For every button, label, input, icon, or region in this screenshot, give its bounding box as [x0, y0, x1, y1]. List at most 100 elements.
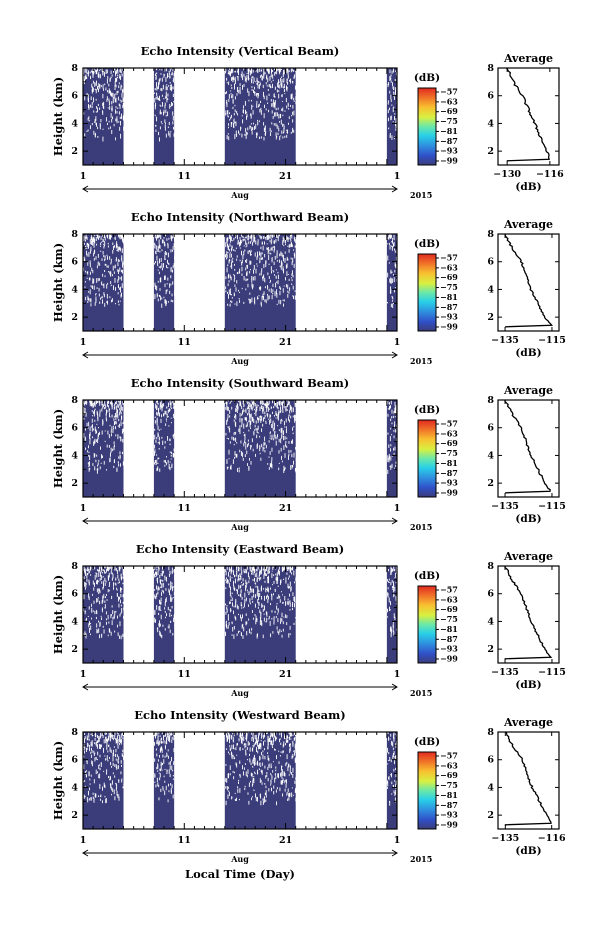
missing-value-speck	[246, 747, 248, 750]
missing-value-speck	[119, 635, 121, 639]
missing-value-speck	[96, 401, 98, 404]
missing-value-speck	[276, 801, 277, 806]
missing-value-speck	[257, 416, 259, 420]
missing-value-speck	[253, 240, 255, 243]
missing-value-speck	[159, 288, 161, 291]
missing-value-speck	[271, 423, 273, 429]
missing-value-speck	[388, 578, 390, 581]
missing-value-speck	[291, 261, 293, 266]
missing-value-speck	[83, 633, 85, 636]
missing-value-speck	[109, 454, 111, 457]
missing-value-speck	[256, 77, 258, 82]
missing-value-speck	[99, 412, 101, 417]
missing-value-speck	[94, 302, 96, 306]
missing-value-speck	[164, 127, 166, 131]
missing-value-speck	[292, 127, 294, 133]
missing-value-speck	[283, 578, 285, 581]
missing-value-speck	[98, 88, 99, 93]
missing-value-speck	[266, 401, 268, 404]
missing-value-speck	[256, 132, 258, 136]
missing-value-speck	[99, 87, 101, 89]
missing-value-speck	[161, 77, 163, 82]
missing-value-speck	[160, 265, 162, 269]
missing-value-speck	[260, 739, 262, 742]
missing-value-speck	[251, 438, 253, 443]
missing-value-speck	[270, 234, 272, 237]
missing-value-speck	[251, 297, 253, 303]
missing-value-speck	[287, 798, 289, 801]
missing-value-speck	[234, 456, 236, 459]
missing-value-speck	[258, 93, 259, 97]
missing-value-speck	[103, 283, 105, 289]
missing-value-speck	[94, 419, 96, 422]
missing-value-speck	[107, 750, 109, 753]
missing-value-speck	[93, 442, 95, 446]
missing-value-speck	[237, 566, 239, 569]
missing-value-speck	[260, 415, 262, 418]
missing-value-speck	[257, 577, 259, 579]
missing-value-speck	[238, 467, 240, 470]
missing-value-speck	[272, 761, 274, 763]
missing-value-speck	[252, 600, 254, 603]
missing-value-speck	[390, 444, 392, 447]
missing-value-speck	[169, 76, 171, 79]
missing-value-speck	[294, 419, 296, 421]
missing-value-speck	[246, 115, 247, 120]
missing-value-speck	[255, 268, 257, 274]
missing-value-speck	[284, 258, 286, 263]
missing-value-speck	[102, 84, 104, 89]
missing-value-speck	[276, 69, 278, 71]
missing-value-speck	[283, 268, 284, 274]
missing-value-speck	[292, 773, 294, 778]
missing-value-speck	[112, 734, 114, 737]
year-label: 2015	[410, 190, 432, 200]
missing-value-speck	[388, 127, 390, 130]
missing-value-speck	[287, 788, 289, 793]
missing-value-speck	[237, 409, 239, 412]
missing-value-speck	[230, 401, 232, 403]
missing-value-speck	[234, 587, 236, 591]
missing-value-speck	[155, 748, 157, 751]
missing-value-speck	[237, 240, 239, 244]
missing-value-speck	[115, 106, 117, 109]
missing-value-speck	[93, 285, 95, 290]
x-tick-label: 11	[178, 337, 191, 348]
missing-value-speck	[249, 236, 251, 239]
missing-value-speck	[393, 273, 394, 276]
missing-value-speck	[279, 253, 281, 257]
missing-value-speck	[233, 732, 235, 737]
missing-value-speck	[171, 236, 173, 242]
missing-value-speck	[256, 93, 258, 96]
missing-value-speck	[115, 782, 117, 784]
missing-value-speck	[390, 286, 391, 290]
missing-value-speck	[267, 403, 269, 408]
missing-value-speck	[224, 70, 226, 74]
missing-value-speck	[239, 774, 241, 778]
x-tick-label: 1	[394, 337, 401, 348]
missing-value-speck	[111, 109, 113, 112]
missing-value-speck	[293, 295, 295, 300]
missing-value-speck	[117, 759, 119, 763]
missing-value-speck	[122, 566, 124, 570]
missing-value-speck	[237, 568, 239, 571]
panel-title: Echo Intensity (Westward Beam)	[134, 708, 345, 722]
missing-value-speck	[289, 404, 291, 410]
missing-value-speck	[231, 733, 233, 735]
missing-value-speck	[170, 454, 172, 457]
missing-value-speck	[234, 109, 236, 113]
missing-value-speck	[88, 581, 90, 586]
missing-value-speck	[238, 297, 240, 300]
missing-value-speck	[274, 95, 276, 98]
missing-value-speck	[274, 610, 276, 614]
missing-value-speck	[286, 403, 288, 408]
missing-value-speck	[268, 788, 270, 792]
missing-value-speck	[272, 99, 274, 105]
missing-value-speck	[174, 624, 175, 626]
missing-value-speck	[260, 794, 262, 799]
missing-value-speck	[257, 606, 259, 609]
missing-value-speck	[285, 566, 287, 569]
missing-value-speck	[242, 109, 244, 114]
missing-value-speck	[166, 97, 168, 103]
missing-value-speck	[103, 235, 105, 238]
missing-value-speck	[226, 778, 228, 783]
